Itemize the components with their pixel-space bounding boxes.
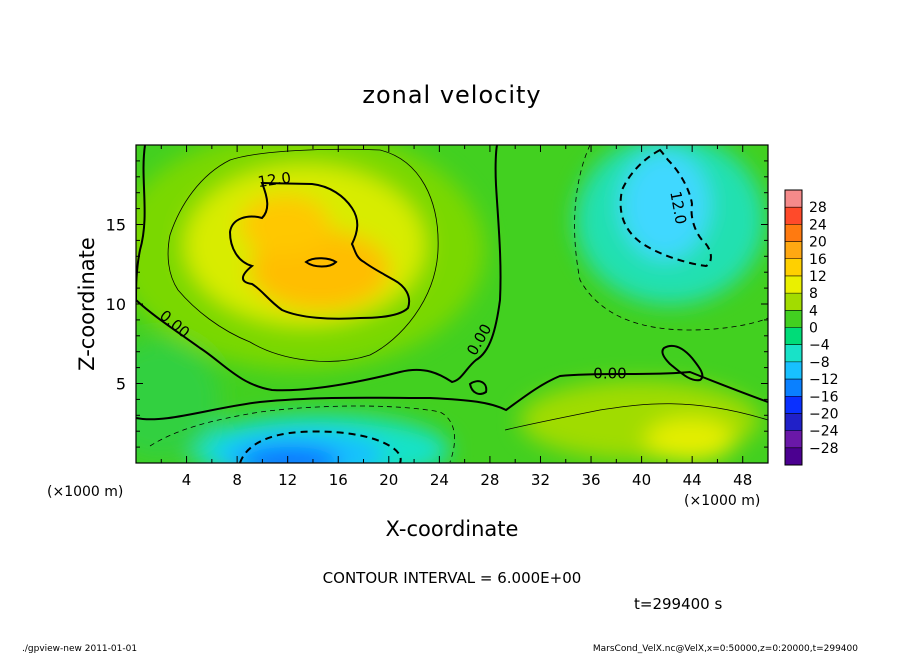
colorbar-swatch — [785, 224, 802, 243]
contour-zero-main — [136, 145, 502, 392]
y-axis-title: Z-coordinate — [75, 237, 99, 371]
footer-right: MarsCond_VelX.nc@VelX,x=0:50000,z=0:2000… — [593, 644, 858, 654]
contour-12-positive — [228, 181, 411, 320]
contour-label: 12.0 — [257, 169, 293, 191]
colorbar-swatch — [785, 379, 802, 397]
contour-interval-text: CONTOUR INTERVAL = 6.000E+00 — [323, 569, 582, 587]
negative-region-upper-right-core — [620, 150, 710, 260]
footer-left: ./gpview-new 2011-01-01 — [22, 644, 137, 654]
colorbar-label: −24 — [809, 424, 839, 440]
contour-zero-right-loop — [661, 344, 704, 382]
chart-title: zonal velocity — [362, 81, 541, 109]
colorbar-label: 20 — [809, 235, 827, 251]
x-tick-label: 32 — [531, 471, 550, 489]
colorbar-swatch — [785, 241, 802, 260]
positive-region-core-upper — [240, 195, 330, 255]
colorbar-swatch — [785, 327, 802, 346]
colorbar-swatch — [785, 396, 802, 414]
colorbar-swatch — [785, 447, 802, 466]
x-tick-label: 36 — [581, 471, 600, 489]
colorbar-swatch — [785, 190, 802, 208]
x-ticks: 4 8 12 16 20 24 28 32 36 40 44 48 — [160, 145, 752, 489]
colorbar-swatch — [785, 275, 802, 294]
contour-labels: 12.012.00.00 0.000.00 — [156, 169, 690, 383]
contour-label: 12.0 — [666, 190, 690, 226]
colorbar-label: 16 — [809, 252, 827, 268]
contour-6-lower-right — [504, 403, 768, 431]
y-tick-label: 10 — [106, 295, 126, 314]
x-tick-label: 24 — [430, 471, 449, 489]
colorbar-swatch — [785, 430, 802, 449]
colorbar-swatch — [785, 207, 802, 225]
x-tick-label: 16 — [329, 471, 348, 489]
contour-label: 0.00 — [593, 365, 626, 383]
colorbar-label: −8 — [809, 355, 830, 371]
contour-6-positive — [167, 148, 439, 362]
x-axis-title: X-coordinate — [386, 517, 519, 541]
x-tick-label: 20 — [379, 471, 398, 489]
x-tick-label: 4 — [182, 471, 192, 489]
y-tick-label: 5 — [116, 375, 126, 394]
colorbar-label: −12 — [809, 372, 839, 388]
colorbar-label: 24 — [809, 217, 827, 233]
colorbar-swatch — [785, 310, 802, 328]
x-tick-label: 48 — [733, 471, 752, 489]
colorbar-swatch — [785, 344, 802, 363]
contour-minus12-bottom — [239, 430, 402, 463]
colorbar-label: −28 — [809, 441, 839, 457]
colorbar-label: 8 — [809, 286, 818, 302]
contours — [136, 145, 768, 463]
negative-region-bottom-core — [240, 447, 340, 463]
contour-minus6-bottom — [149, 405, 455, 463]
contour-minus12-upper-right — [619, 148, 712, 268]
colorbar-label: 4 — [809, 303, 818, 319]
colorbar-swatch — [785, 361, 802, 380]
colorbar-label: −16 — [809, 389, 839, 405]
contour-zero-small-loop — [468, 380, 488, 395]
colorbar-label: −20 — [809, 406, 839, 422]
x-tick-label: 40 — [632, 471, 651, 489]
x-unit-label-left: (×1000 m) — [47, 484, 123, 500]
time-text: t=299400 s — [634, 595, 722, 613]
colorbar-label: 28 — [809, 200, 827, 216]
positive-region-lower-right-core — [645, 418, 735, 462]
x-tick-label: 28 — [480, 471, 499, 489]
y-tick-label: 15 — [106, 216, 126, 235]
y-ticks: 5 10 15 — [106, 160, 768, 448]
colorbar-label: −4 — [809, 338, 830, 354]
x-unit-label-right: (×1000 m) — [684, 493, 760, 509]
contour-minus6-upper-right — [574, 145, 768, 331]
contour-zero-lower — [136, 370, 768, 421]
plot-area — [136, 145, 768, 463]
colorbar-label: 12 — [809, 269, 827, 285]
colorbar-swatch — [785, 293, 802, 311]
colorbar-swatch — [785, 258, 802, 277]
colorbar-label: 0 — [809, 321, 818, 337]
colorbar-swatch — [785, 413, 802, 432]
x-tick-label: 8 — [232, 471, 242, 489]
contour-12-positive-inner — [304, 257, 338, 268]
x-tick-label: 12 — [278, 471, 297, 489]
neutral-region-left — [136, 340, 220, 460]
x-tick-label: 44 — [683, 471, 702, 489]
